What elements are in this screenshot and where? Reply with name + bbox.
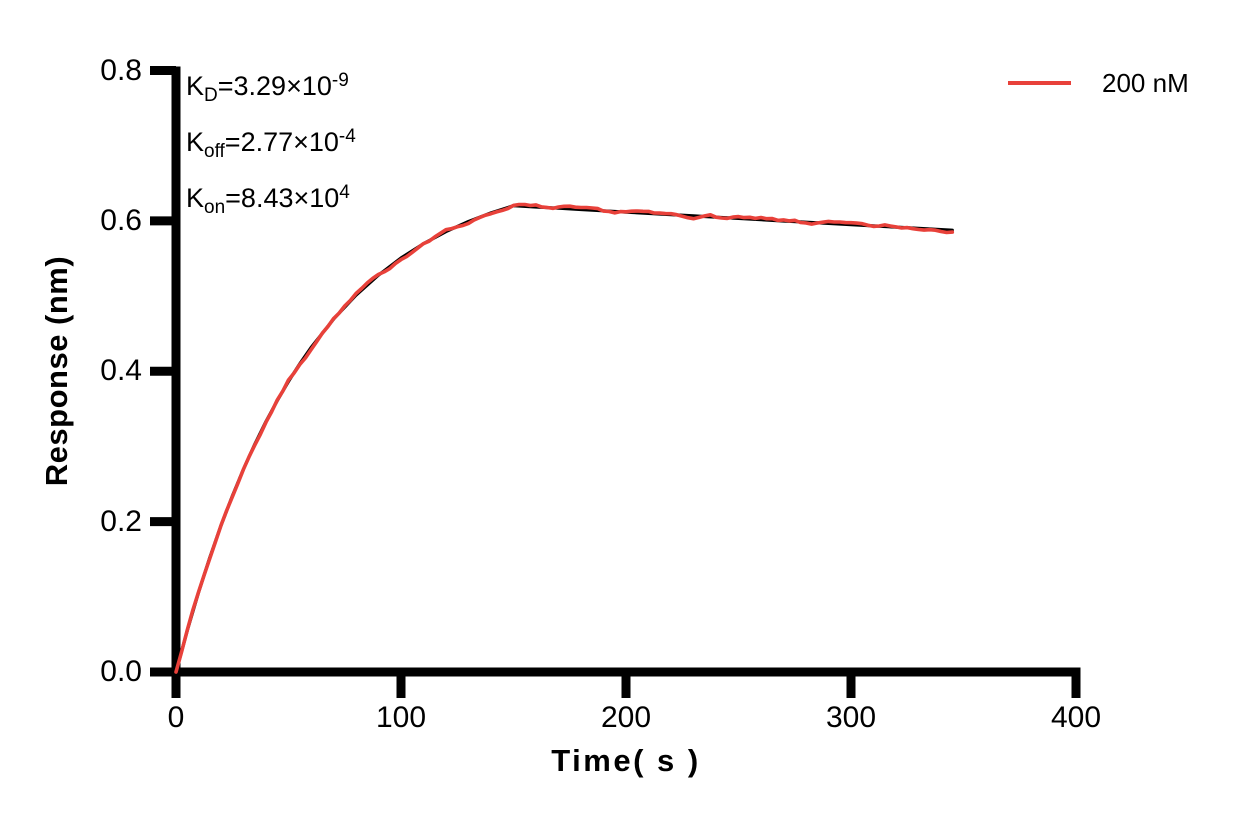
x-tick-label: 0 bbox=[167, 701, 185, 734]
data-curve-200nM bbox=[174, 202, 955, 674]
fit-curve bbox=[174, 204, 954, 674]
koff-exponent: -4 bbox=[338, 126, 356, 147]
x-tick-label: 300 bbox=[825, 701, 877, 734]
y-tick-label: 0.4 bbox=[100, 354, 142, 387]
y-tick-label: 0.8 bbox=[100, 54, 142, 87]
koff-subscript: off bbox=[204, 141, 225, 162]
kon-subscript: on bbox=[204, 197, 226, 218]
x-tick-label: 100 bbox=[375, 701, 427, 734]
x-tick-label: 200 bbox=[600, 701, 652, 734]
koff-symbol: K bbox=[186, 127, 205, 157]
axis-ticks bbox=[150, 66, 1081, 698]
kd-symbol: K bbox=[186, 71, 205, 101]
axes bbox=[150, 66, 1081, 698]
y-axis-title: Response (nm) bbox=[39, 255, 74, 487]
kd-annotation: KD=3.29×10-9 bbox=[186, 60, 356, 116]
x-axis-title: Time( s ) bbox=[551, 743, 701, 778]
koff-value: =2.77×10 bbox=[224, 127, 339, 157]
y-tick-label: 0.6 bbox=[100, 203, 142, 237]
legend-label: 200 nM bbox=[1102, 68, 1189, 98]
y-tick-label: 0.0 bbox=[100, 655, 142, 688]
y-tick-label: 0.2 bbox=[100, 504, 142, 538]
kd-exponent: -9 bbox=[331, 70, 349, 91]
kon-annotation: Kon=8.43×104 bbox=[186, 172, 356, 228]
x-tick-label: 400 bbox=[1050, 701, 1102, 734]
kd-value: =3.29×10 bbox=[217, 71, 332, 101]
kon-exponent: 4 bbox=[339, 182, 350, 203]
kon-value: =8.43×10 bbox=[225, 183, 340, 213]
koff-annotation: Koff=2.77×10-4 bbox=[186, 116, 356, 172]
kon-symbol: K bbox=[186, 183, 205, 213]
kinetics-annotations: KD=3.29×10-9 Koff=2.77×10-4 Kon=8.43×104 bbox=[186, 60, 356, 228]
kd-subscript: D bbox=[204, 85, 218, 106]
